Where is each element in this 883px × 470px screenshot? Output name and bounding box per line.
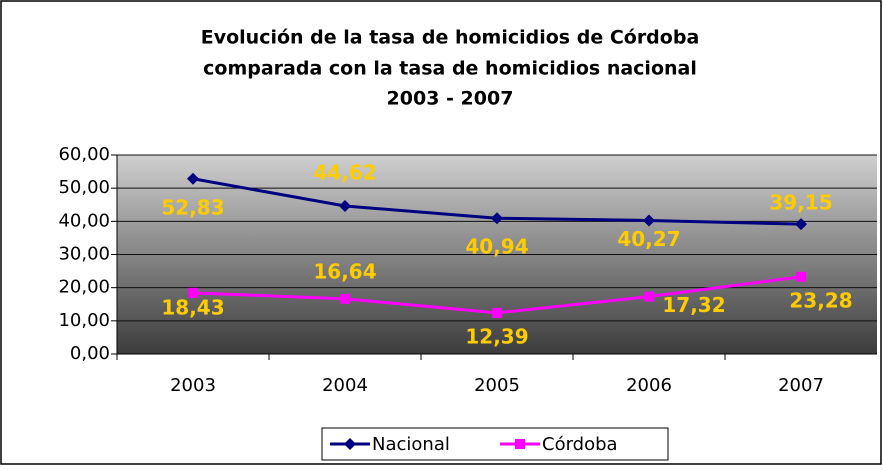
data-label: 52,83: [161, 195, 224, 219]
legend: Nacional Córdoba: [321, 427, 669, 461]
chart-title: Evolución de la tasa de homicidios de Có…: [201, 27, 700, 49]
y-tick-label: 60,00: [58, 144, 110, 165]
marker: [340, 293, 350, 304]
y-tick-label: 10,00: [58, 310, 110, 331]
x-tick-label: 2005: [474, 375, 520, 396]
y-tick-label: 50,00: [58, 177, 110, 198]
marker: [491, 212, 503, 225]
series: [187, 172, 807, 231]
marker: [515, 439, 525, 449]
legend-label: Córdoba: [542, 434, 618, 455]
data-label: 16,64: [313, 259, 376, 283]
marker: [492, 307, 502, 318]
x-tick-label: 2003: [170, 375, 216, 396]
marker: [339, 200, 351, 213]
data-label: 44,62: [313, 161, 376, 185]
y-tick-label: 0,00: [70, 343, 110, 364]
marker: [344, 438, 356, 450]
marker: [644, 291, 654, 302]
data-label: 40,27: [617, 227, 680, 251]
marker: [188, 287, 198, 298]
y-tick-label: 40,00: [58, 210, 110, 231]
data-label: 18,43: [161, 295, 224, 319]
marker: [796, 271, 806, 282]
y-tick-label: 20,00: [58, 277, 110, 298]
data-label: 40,94: [465, 235, 528, 259]
marker: [187, 172, 199, 185]
marker: [795, 218, 807, 231]
legend-box: [321, 427, 669, 461]
y-tick-label: 30,00: [58, 244, 110, 265]
data-label: 39,15: [769, 191, 832, 215]
data-label: 23,28: [789, 288, 852, 312]
x-tick-label: 2006: [626, 375, 672, 396]
x-tick-label: 2007: [778, 375, 824, 396]
chart-title: 2003 - 2007: [387, 88, 514, 110]
data-label: 17,32: [662, 293, 725, 317]
chart-title: comparada con la tasa de homicidios naci…: [203, 58, 697, 80]
series: [188, 271, 806, 318]
legend-label: Nacional: [372, 434, 450, 455]
x-tick-label: 2004: [322, 375, 368, 396]
marker: [643, 214, 655, 227]
data-label: 12,39: [465, 324, 528, 348]
